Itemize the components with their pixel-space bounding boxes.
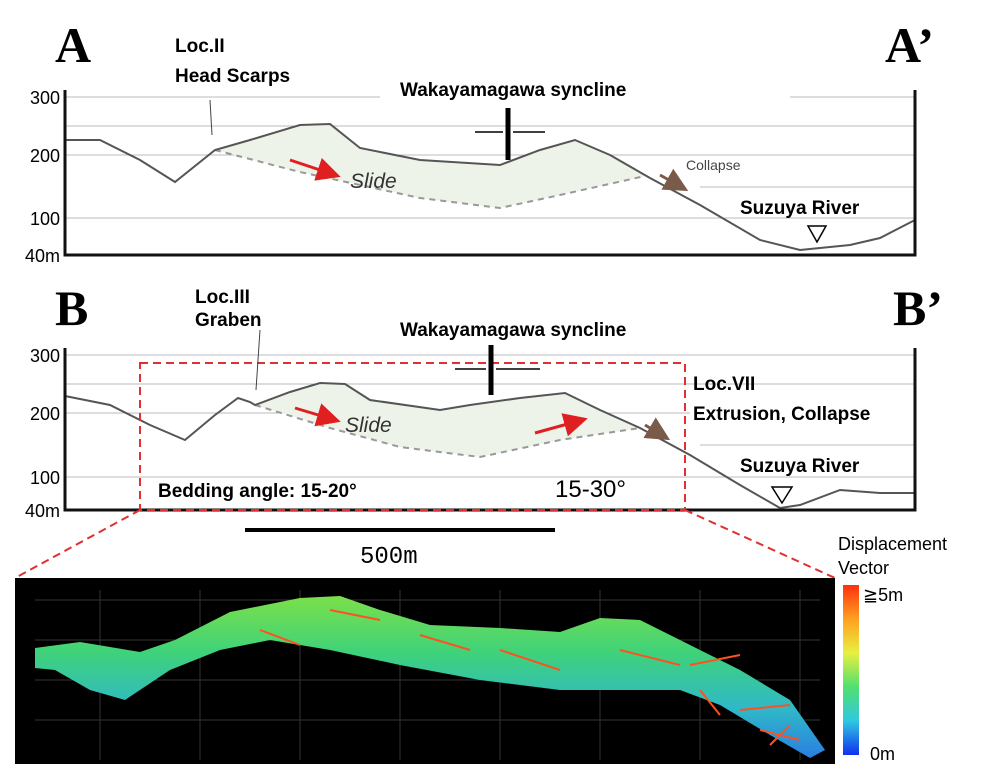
section-label: A — [55, 17, 91, 73]
legend-title: Vector — [838, 558, 889, 578]
syncline-label: Wakayamagawa syncline — [400, 320, 626, 341]
depth-label: 300 — [30, 88, 60, 108]
river-marker — [772, 487, 792, 503]
panel-b: B B’ Loc.III Graben Wakayamagawa synclin… — [25, 280, 943, 521]
slide-label: Slide — [350, 170, 397, 193]
bedding-label: 15-30° — [555, 476, 626, 503]
loc-label: Loc.II — [175, 36, 225, 57]
section-label: B — [55, 280, 88, 336]
zoom-line — [685, 510, 835, 578]
legend-max: ≧5m — [863, 585, 903, 605]
collapse-label: Collapse — [686, 157, 741, 173]
figure: A A’ Loc.II Head Scarps Wakayamagawa syn… — [0, 0, 985, 764]
loc-label: Loc.III — [195, 287, 250, 308]
legend-title: Displacement — [838, 534, 947, 554]
depth-label: 100 — [30, 468, 60, 488]
simulation-image — [15, 578, 835, 764]
depth-label: 300 — [30, 346, 60, 366]
slide-label: Slide — [345, 414, 392, 437]
depth-label: 40m — [25, 246, 60, 266]
loc-label: Loc.VII — [693, 374, 755, 395]
color-bar — [843, 585, 859, 755]
legend-min: 0m — [870, 744, 895, 764]
bedding-label: Bedding angle: 15-20° — [158, 481, 357, 502]
section-label: A’ — [885, 17, 934, 73]
depth-label: 200 — [30, 404, 60, 424]
scale-label: 500m — [360, 544, 418, 571]
loc-desc: Extrusion, Collapse — [693, 404, 870, 425]
slide-mass — [255, 383, 640, 457]
depth-label: 200 — [30, 146, 60, 166]
depth-label: 100 — [30, 209, 60, 229]
loc-desc: Head Scarps — [175, 66, 290, 87]
leader — [256, 330, 260, 390]
panel-a: A A’ Loc.II Head Scarps Wakayamagawa syn… — [25, 17, 934, 266]
depth-label: 40m — [25, 501, 60, 521]
leader — [210, 100, 212, 135]
section-label: B’ — [893, 280, 943, 336]
river-label: Suzuya River — [740, 456, 860, 477]
loc-desc: Graben — [195, 310, 262, 331]
syncline-label: Wakayamagawa syncline — [400, 80, 626, 101]
river-marker — [808, 226, 826, 242]
river-label: Suzuya River — [740, 198, 860, 219]
